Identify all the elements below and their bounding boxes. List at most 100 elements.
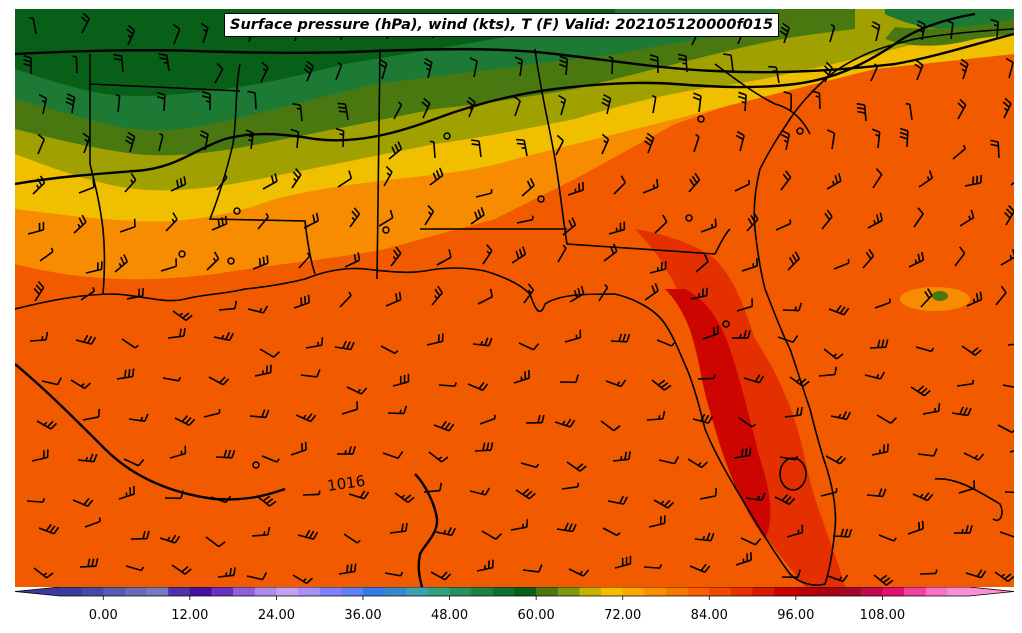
wind-barb <box>697 374 716 380</box>
wind-barb <box>295 413 317 423</box>
wind-barb <box>856 102 867 122</box>
colorbar-swatch <box>341 587 364 596</box>
wind-barb <box>642 178 659 194</box>
wind-barb <box>561 482 580 490</box>
colorbar-swatch <box>947 587 970 596</box>
wind-barb <box>743 374 765 384</box>
wind-barb <box>172 23 181 45</box>
wind-barb <box>249 409 270 419</box>
wind-barb <box>690 287 708 300</box>
wind-barb <box>746 212 759 232</box>
wind-barb <box>677 53 688 73</box>
wind-barb <box>349 207 361 228</box>
wind-barb <box>601 133 610 155</box>
colorbar-swatch <box>839 587 862 596</box>
wind-barb <box>918 170 934 188</box>
wind-barb <box>466 96 476 118</box>
wind-barb <box>421 97 431 119</box>
wind-barb <box>383 165 393 187</box>
colorbar-swatch <box>276 587 299 596</box>
wind-barb <box>116 368 135 380</box>
isobars <box>15 12 1014 587</box>
wind-barb <box>522 564 543 573</box>
wind-barb <box>907 520 924 535</box>
wind-barb <box>692 92 702 113</box>
wind-barb <box>649 54 659 74</box>
wind-barb <box>738 417 756 428</box>
cuba-coast <box>934 478 1003 522</box>
wind-barb <box>774 494 796 505</box>
wind-barb <box>822 61 833 83</box>
wind-barb <box>200 22 209 44</box>
temperature-map: 1016 <box>15 9 1014 587</box>
colorbar-swatch <box>103 587 126 596</box>
wind-barb <box>564 329 582 343</box>
wind-barb <box>1002 384 1014 388</box>
wind-barb <box>768 65 780 84</box>
wind-barb <box>559 374 579 384</box>
colorbar-swatch <box>427 587 451 596</box>
isobar-label: 1016 <box>326 472 366 495</box>
wind-barb <box>871 20 881 42</box>
wind-barb <box>1000 249 1014 266</box>
colorbar-swatch <box>492 587 515 596</box>
wind-barb <box>1009 450 1014 453</box>
wind-barb <box>390 246 402 267</box>
map-title: Surface pressure (hPa), wind (kts), T (F… <box>230 17 774 33</box>
wind-barb <box>603 243 618 262</box>
wind-barb <box>510 519 529 531</box>
wind-barb <box>247 305 269 314</box>
wind-barb <box>905 102 913 121</box>
colorbar-swatch <box>622 587 645 596</box>
wind-barb <box>830 411 851 421</box>
wind-barb <box>917 448 938 457</box>
wind-barb <box>215 449 236 459</box>
wind-barb <box>818 366 838 377</box>
wind-barb <box>738 91 747 112</box>
wind-barb <box>125 565 145 572</box>
wind-barb <box>114 254 128 273</box>
wind-barb <box>125 131 136 153</box>
wind-barb <box>613 175 627 195</box>
wind-barb <box>913 207 924 228</box>
wind-barb <box>513 95 521 117</box>
wind-barb <box>966 291 983 307</box>
wind-barb <box>254 364 272 377</box>
wind-barb <box>247 90 257 110</box>
wind-barb <box>37 133 45 155</box>
wind-barb <box>335 62 343 81</box>
wind-barb <box>556 522 577 533</box>
wind-barb <box>211 215 228 231</box>
wind-barb <box>649 261 667 274</box>
wind-barb <box>246 572 268 581</box>
wind-barb <box>261 455 280 463</box>
colorbar-swatch <box>319 587 342 596</box>
colorbar-swatch <box>211 587 234 596</box>
wind-barb <box>912 492 934 502</box>
wind-barb <box>513 370 531 384</box>
wind-barb <box>516 215 534 224</box>
wind-barb <box>393 101 403 120</box>
wind-barb <box>558 55 569 76</box>
isobar-north <box>15 32 1014 74</box>
wind-barb <box>872 168 883 189</box>
wind-barb <box>779 22 790 44</box>
wind-barb <box>699 487 718 500</box>
wind-barb <box>922 403 941 415</box>
wind-barb <box>735 130 745 152</box>
wind-barb <box>826 173 842 190</box>
wind-barb <box>346 386 368 395</box>
alabama-georgia-border <box>534 48 716 255</box>
coastline <box>15 28 1014 586</box>
wind-barb <box>426 333 444 346</box>
wind-barb <box>82 408 101 421</box>
wind-barb <box>959 209 975 227</box>
wind-barb <box>167 328 186 339</box>
wind-barb <box>262 173 278 190</box>
wind-barb <box>158 132 164 152</box>
wind-barb <box>171 564 192 575</box>
wind-barb <box>745 492 766 502</box>
wind-barb <box>79 558 99 568</box>
colorbar-swatch <box>860 587 883 596</box>
wind-barb <box>159 534 181 544</box>
